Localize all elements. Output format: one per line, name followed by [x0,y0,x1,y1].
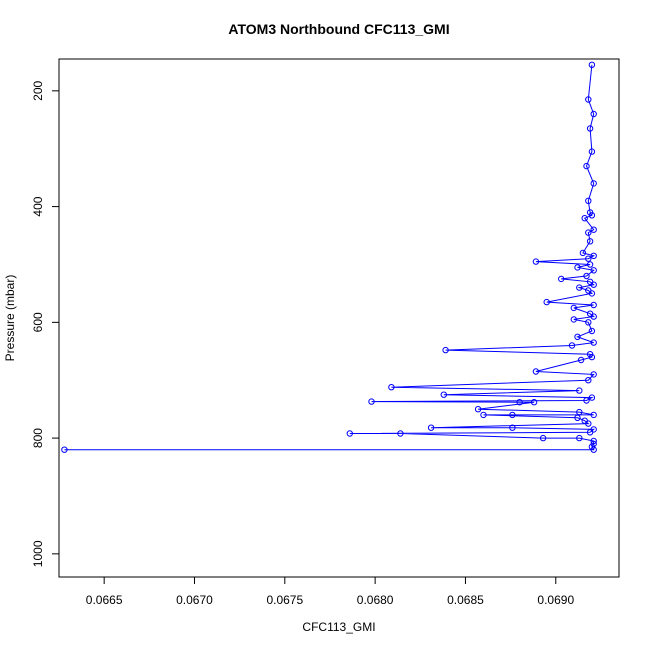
data-point [583,162,590,170]
data-point [590,252,597,260]
x-tick-label: 0.0680 [357,593,394,607]
data-point [577,356,585,364]
y-tick-label: 1000 [31,540,45,567]
data-point [588,394,596,401]
data-point [61,446,68,453]
data-point [590,180,597,187]
y-tick-label: 800 [31,428,45,448]
data-point [568,342,576,349]
data-point [558,275,565,283]
data-point [588,327,596,335]
series-group [61,61,597,453]
data-point [346,430,353,437]
data-point [590,339,597,346]
data-point [590,411,597,419]
data-point [586,261,594,268]
data-point [509,424,516,431]
data-point [585,377,592,384]
data-point [590,267,597,274]
data-point [585,255,592,262]
y-axis: 200 400 600 800 1000 [31,81,59,567]
x-tick-label: 0.0690 [537,593,574,607]
data-point [574,264,581,271]
y-tick-label: 200 [31,81,45,101]
data-point [440,391,447,398]
y-tick-label: 600 [31,312,45,332]
data-point [590,446,597,453]
x-tick-label: 0.0675 [266,593,303,607]
y-tick-label: 400 [31,196,45,216]
data-point [583,272,590,280]
x-axis-label: CFC113_GMI [302,620,375,634]
data-point [427,424,435,431]
data-point [585,229,592,236]
data-point [509,411,516,419]
data-point [532,258,540,265]
data-point [585,96,592,103]
data-point [590,281,597,288]
data-point [570,316,577,323]
data-point [588,148,596,155]
x-tick-label: 0.0685 [447,593,484,607]
data-point [588,61,596,69]
data-point [576,284,583,291]
x-tick-label: 0.0670 [176,593,213,607]
data-point [388,384,395,391]
data-point [588,353,596,361]
data-point [570,304,577,312]
data-point [543,298,550,306]
series-line [64,64,596,451]
data-point [574,414,581,421]
data-point [576,387,583,394]
data-point [579,249,587,257]
x-axis: 0.0665 0.0670 0.0675 0.0680 0.0685 0.0690 [86,577,574,607]
data-point [474,406,482,413]
data-point [539,434,547,442]
data-point [581,215,588,222]
data-point [368,398,375,405]
data-point [588,290,596,297]
x-tick-label: 0.0665 [86,593,123,607]
data-point [588,212,596,219]
data-point [590,110,597,118]
data-point [590,313,597,320]
data-point [480,411,487,419]
data-point [590,226,597,233]
data-point [585,319,592,326]
data-point [530,399,538,406]
data-point [576,434,583,442]
data-point [397,430,404,437]
data-point [532,368,540,375]
data-point [576,408,583,416]
data-point [585,420,592,427]
plot-frame [58,58,620,578]
data-point [583,397,590,404]
data-point [442,346,449,354]
data-point [590,371,597,378]
y-axis-label: Pressure (mbar) [3,275,17,362]
data-point [585,197,592,205]
chart-title: ATOM3 Northbound CFC113_GMI [228,21,449,37]
data-point [574,333,581,340]
data-point [590,301,597,309]
data-point [586,125,594,132]
data-point [586,429,594,436]
data-point [590,437,597,445]
data-point [586,238,594,245]
data-point [516,399,523,406]
